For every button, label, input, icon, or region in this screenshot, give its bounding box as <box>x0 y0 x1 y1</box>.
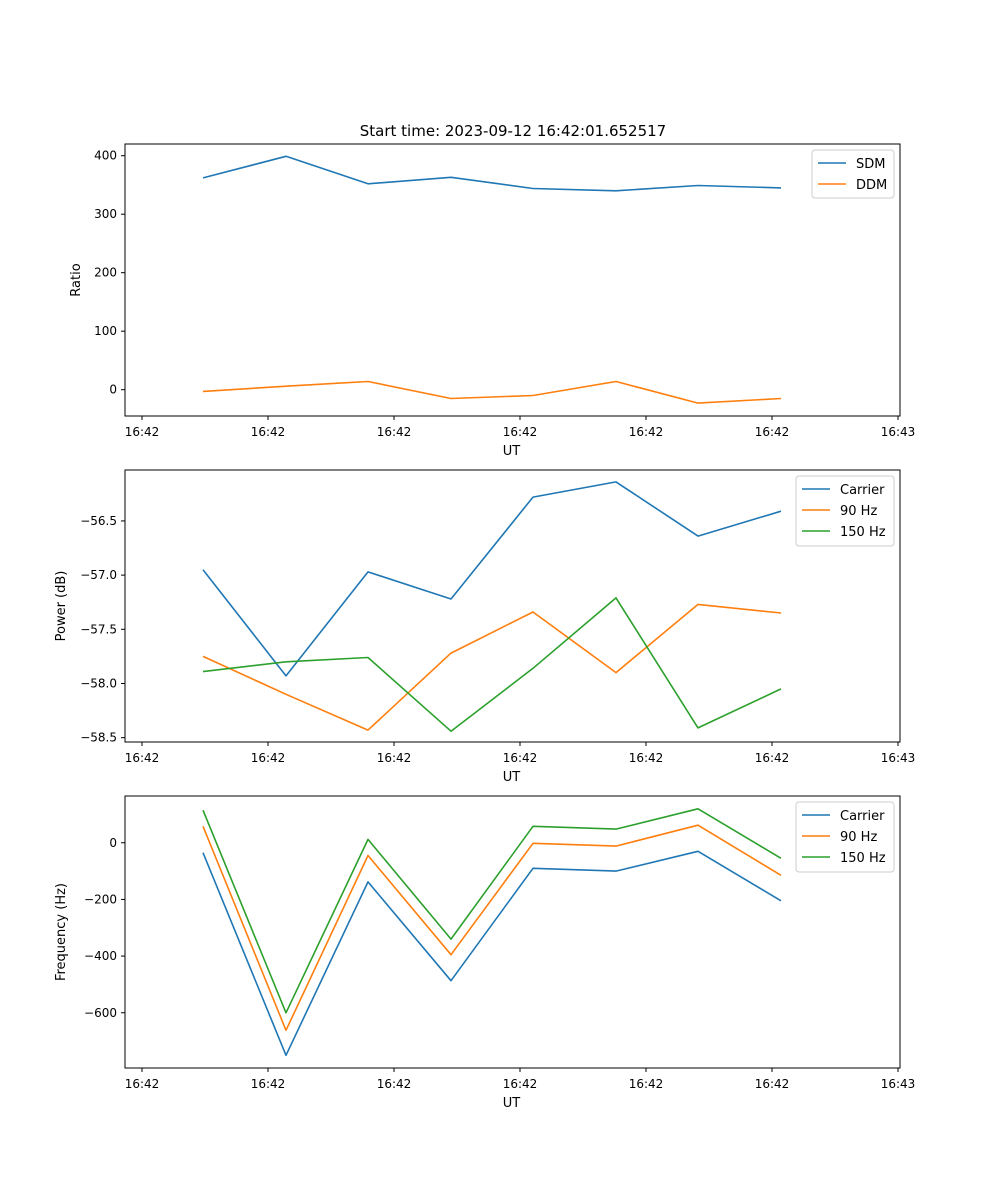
x-tick-label: 16:42 <box>125 425 160 439</box>
subplot-2: 16:42 16:42 16:42 16:42 16:42 16:42 16:43 −56.5… <box>54 469 916 785</box>
legend-label: DDM <box>856 178 887 193</box>
chart-title: Start time: 2023-09-12 16:42:01.652517 <box>360 122 666 140</box>
legend: Carrier 90 Hz 150 Hz <box>795 475 895 547</box>
y-tick-label: −56.5 <box>80 514 117 528</box>
legend-label: SDM <box>856 157 885 172</box>
y-tick-label: 400 <box>94 149 117 163</box>
x-axis-label: UT <box>503 1096 521 1111</box>
x-tick-label: 16:43 <box>881 751 916 765</box>
legend-label: 90 Hz <box>840 504 877 519</box>
x-tick-label: 16:42 <box>125 1077 160 1091</box>
axes-frame <box>124 795 901 1069</box>
x-axis-label: UT <box>503 770 521 785</box>
x-tick-label: 16:42 <box>377 1077 412 1091</box>
x-tick-label: 16:42 <box>377 751 412 765</box>
x-tick-label: 16:43 <box>881 1077 916 1091</box>
x-tick-label: 16:42 <box>125 751 160 765</box>
series-line-carrier <box>202 481 782 677</box>
x-tick-label: 16:42 <box>755 425 790 439</box>
legend-box <box>795 801 895 873</box>
x-tick-label: 16:42 <box>755 751 790 765</box>
y-tick-label: 0 <box>109 836 117 850</box>
legend-label: 150 Hz <box>840 851 886 866</box>
legend-box <box>795 475 895 547</box>
x-tick-label: 16:42 <box>755 1077 790 1091</box>
x-tick-label: 16:42 <box>251 425 286 439</box>
axes-frame <box>124 143 901 417</box>
y-tick-label: 300 <box>94 207 117 221</box>
series-line-150-hz <box>202 807 782 1014</box>
y-tick-label: 100 <box>94 324 117 338</box>
axes-frame <box>124 469 901 743</box>
y-axis-label: Frequency (Hz) <box>54 883 69 981</box>
subplot-1: 16:42 16:42 16:42 16:42 16:42 16:42 16:43 0 100 2… <box>69 143 916 459</box>
x-tick-label: 16:42 <box>377 425 412 439</box>
legend-label: Carrier <box>840 809 885 824</box>
x-tick-label: 16:42 <box>629 751 664 765</box>
series-line-90-hz <box>202 603 782 731</box>
x-tick-label: 16:42 <box>629 425 664 439</box>
legend-label: 90 Hz <box>840 830 877 845</box>
series-line-90-hz <box>202 824 782 1032</box>
x-tick-label: 16:42 <box>251 1077 286 1091</box>
x-tick-label: 16:42 <box>503 425 538 439</box>
x-tick-label: 16:42 <box>503 751 538 765</box>
x-tick-label: 16:43 <box>881 425 916 439</box>
x-tick-label: 16:42 <box>251 751 286 765</box>
x-axis-label: UT <box>503 444 521 459</box>
y-axis-label: Power (dB) <box>54 571 69 642</box>
x-tick-label: 16:42 <box>629 1077 664 1091</box>
legend: SDM DDM <box>811 149 895 199</box>
series-line-sdm <box>202 155 782 192</box>
y-tick-label: −400 <box>84 949 117 963</box>
y-tick-label: −57.5 <box>80 622 117 636</box>
y-tick-label: −600 <box>84 1006 117 1020</box>
x-tick-label: 16:42 <box>503 1077 538 1091</box>
y-tick-label: −58.0 <box>80 676 117 690</box>
series-line-150-hz <box>202 597 782 733</box>
y-tick-label: −57.0 <box>80 568 117 582</box>
y-tick-label: 200 <box>94 266 117 280</box>
y-tick-label: 0 <box>109 383 117 397</box>
series-line-ddm <box>202 380 782 404</box>
series-line-carrier <box>202 850 782 1057</box>
legend-label: Carrier <box>840 483 885 498</box>
legend: Carrier 90 Hz 150 Hz <box>795 801 895 873</box>
legend-label: 150 Hz <box>840 525 886 540</box>
y-tick-label: −58.5 <box>80 731 117 745</box>
y-axis-label: Ratio <box>69 263 84 296</box>
subplot-3: 16:42 16:42 16:42 16:42 16:42 16:42 16:43 0 −200… <box>54 795 916 1111</box>
y-tick-label: −200 <box>84 892 117 906</box>
legend-box <box>811 149 895 199</box>
